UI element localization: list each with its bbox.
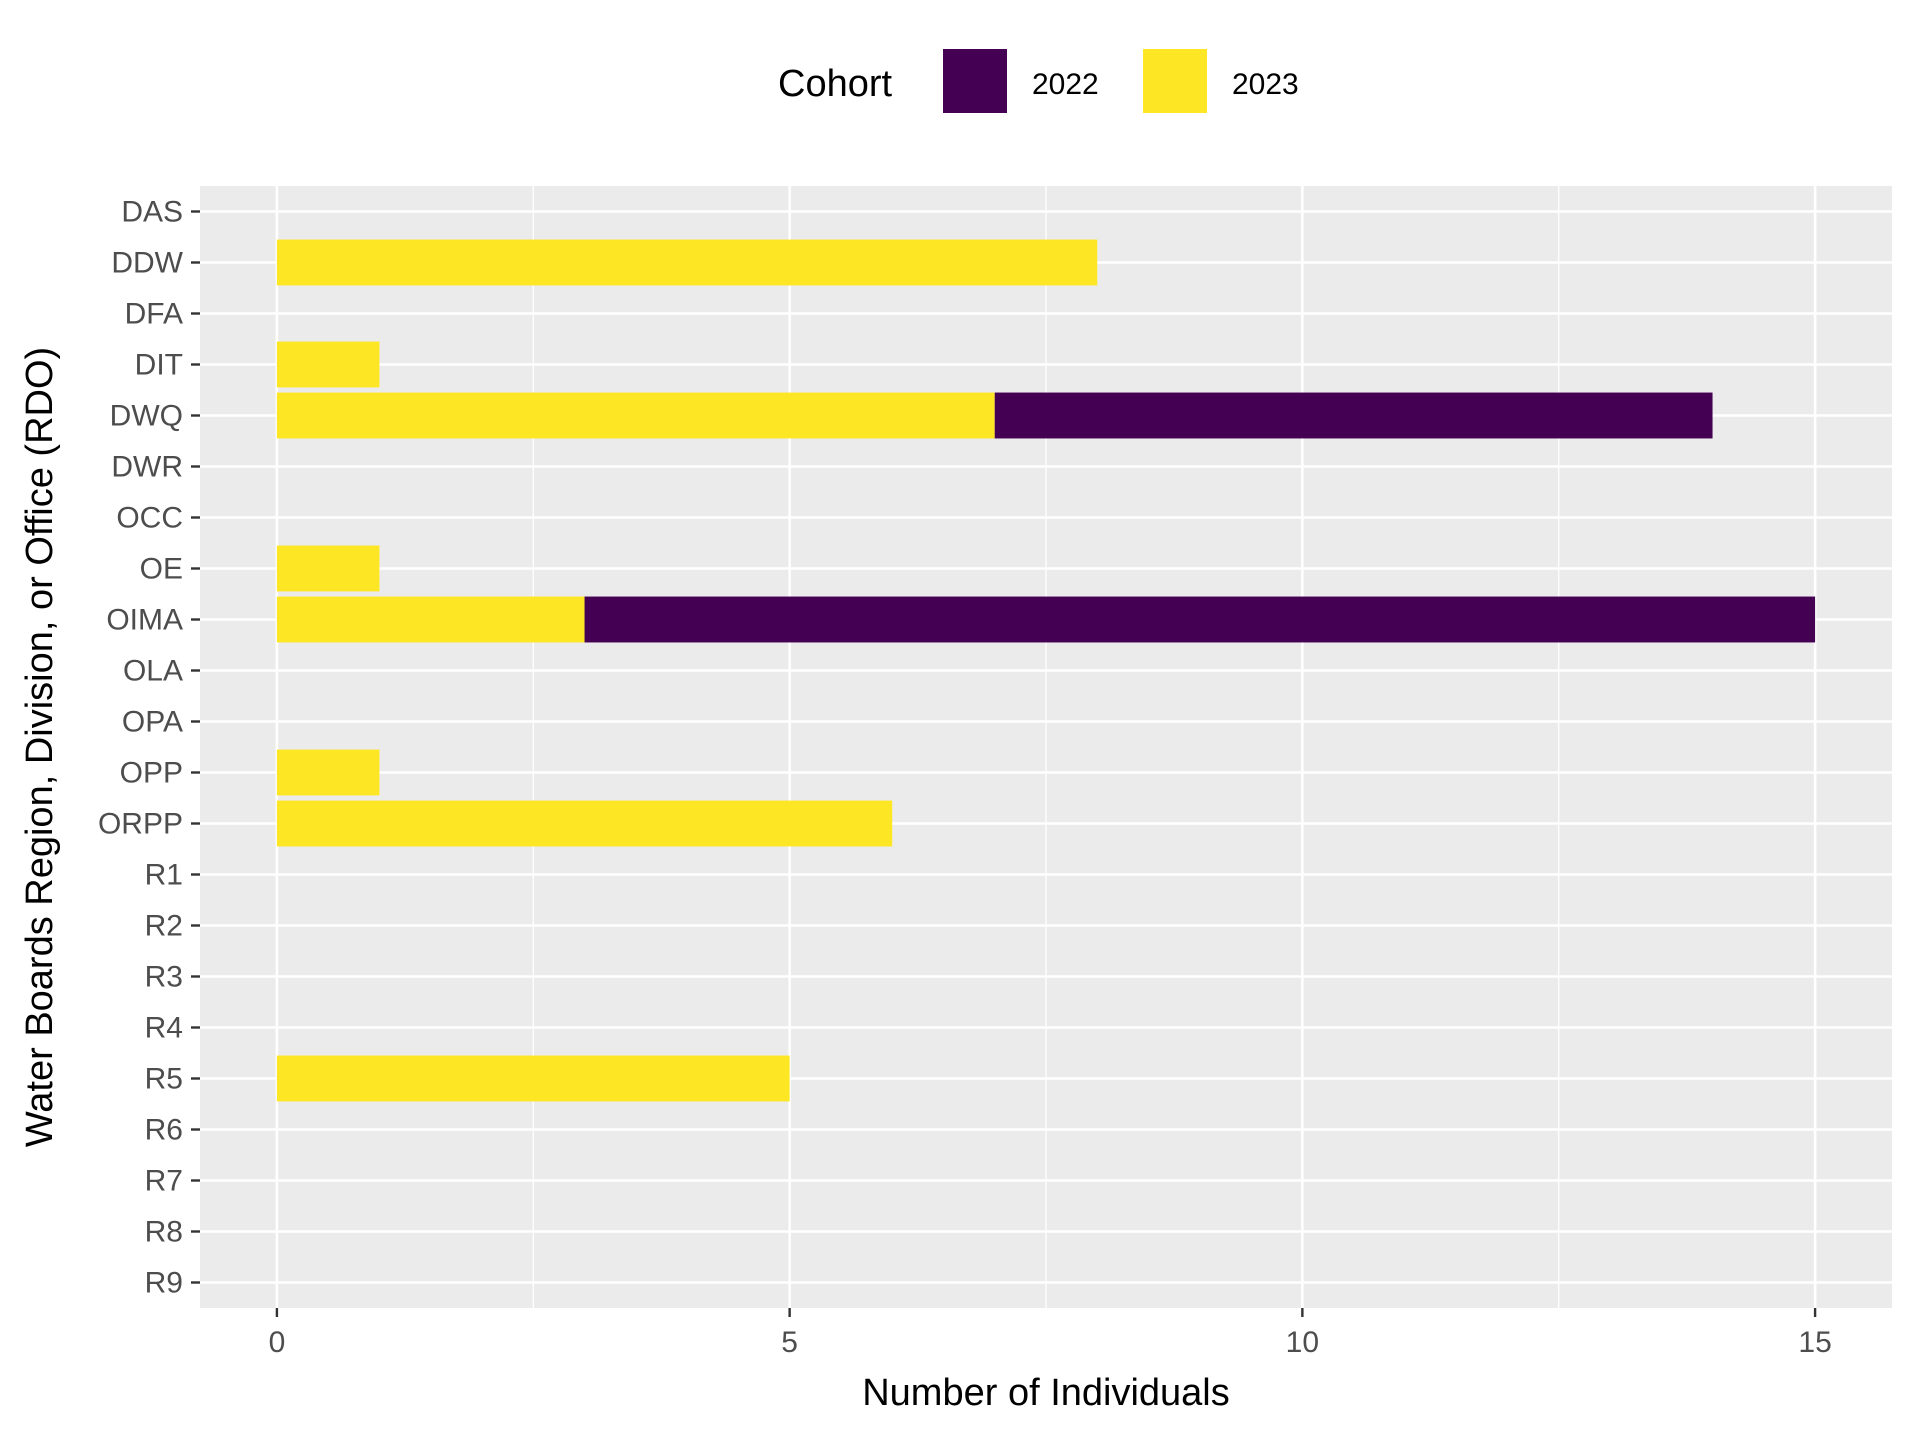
legend-label-2023: 2023 [1232,68,1299,101]
bars [276,239,1816,1102]
y-tick-label: DWR [111,451,183,484]
y-tick-label: OIMA [106,604,183,637]
x-axis: 0 5 10 15 [269,1308,1832,1359]
bar-DWQ-2023 [276,392,995,439]
y-axis: DAS DDW DFA DIT DWQ DWR OCC OE OIMA OLA OPA OPP ORPP… [98,196,200,1300]
y-tick-label: R3 [145,961,183,994]
y-axis-title: Water Boards Region, Division, or Office… [19,347,61,1147]
y-tick-label: DFA [125,298,183,331]
x-tick-label: 10 [1286,1326,1319,1359]
y-tick-label: DAS [121,196,183,229]
y-tick-label: OPA [122,706,183,739]
bar-OPP-2023 [276,749,380,796]
bar-OE-2023 [276,545,380,592]
y-tick-label: R1 [145,859,183,892]
y-tick-label: DWQ [110,400,183,433]
y-tick-label: OPP [120,757,183,790]
bar-DIT-2023 [276,341,380,388]
x-tick-label: 5 [781,1326,798,1359]
y-tick-label: ORPP [98,808,183,841]
bar-DWQ-2022 [994,392,1713,439]
legend-key-2023 [1141,47,1209,115]
y-tick-label: DIT [135,349,183,382]
legend-key-2022 [941,47,1009,115]
y-tick-label: R5 [145,1063,183,1096]
legend-label-2022: 2022 [1032,68,1099,101]
y-tick-label: OLA [123,655,183,688]
y-tick-label: R6 [145,1114,183,1147]
bar-DDW-2023 [276,239,1098,286]
y-tick-label: R8 [145,1216,183,1249]
bar-OIMA-2022 [584,596,1816,643]
bar-ORPP-2023 [276,800,893,847]
bar-R5-2023 [276,1055,790,1102]
y-tick-label: R7 [145,1165,183,1198]
y-tick-label: DDW [111,247,183,280]
bar-OIMA-2023 [276,596,585,643]
x-axis-title: Number of Individuals [862,1372,1230,1414]
legend-title: Cohort [778,63,892,105]
x-tick-label: 15 [1798,1326,1831,1359]
y-tick-label: OCC [116,502,183,535]
legend: Cohort 2022 2023 [778,47,1299,115]
y-tick-label: R9 [145,1267,183,1300]
y-tick-label: R2 [145,910,183,943]
y-tick-label: R4 [145,1012,183,1045]
y-tick-label: OE [140,553,183,586]
x-tick-label: 0 [269,1326,286,1359]
